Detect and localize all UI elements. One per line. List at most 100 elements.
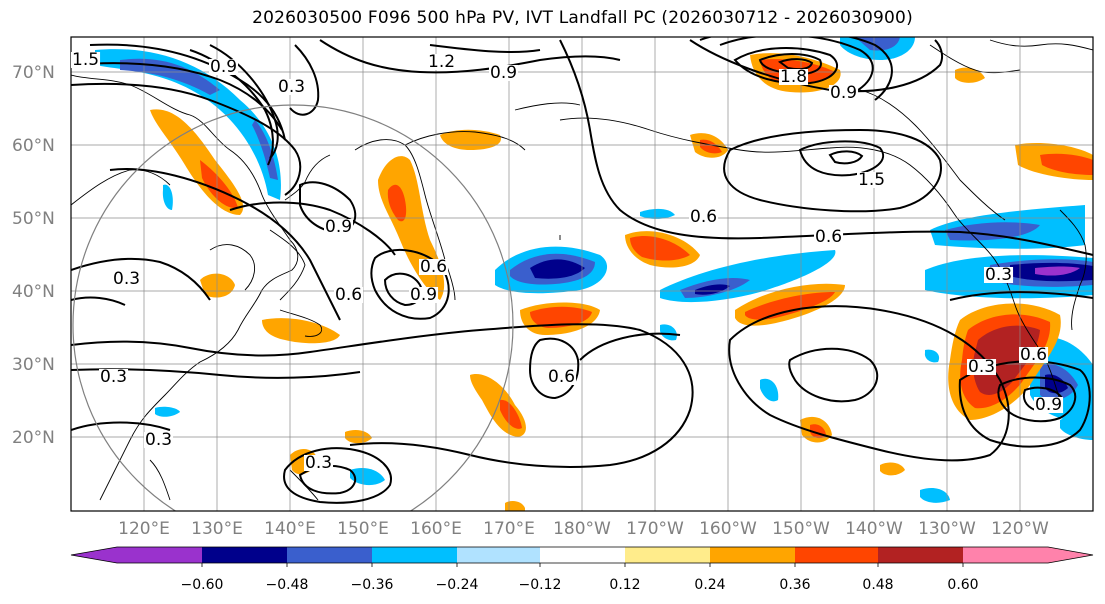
contour-label: 0.6 — [815, 227, 842, 247]
contour-label-halo — [144, 432, 174, 448]
contour-label-halo — [334, 287, 364, 303]
contour-label-halo — [409, 287, 439, 303]
lon-label: 180°W — [553, 519, 611, 539]
contour-label-halo — [829, 85, 859, 101]
lon-label: 160°E — [410, 519, 462, 539]
colorbar-segment — [372, 547, 457, 563]
colorbar-tick: −0.12 — [519, 577, 562, 593]
contour-label: 0.6 — [548, 367, 575, 387]
contour-label-halo — [71, 52, 101, 68]
distance-circle — [72, 104, 514, 511]
contour-label-halo — [814, 229, 844, 245]
contour-label: 1.8 — [780, 67, 807, 87]
positive-anomaly-shading — [150, 53, 1093, 511]
contour-label-halo — [857, 172, 887, 188]
contour-label: 0.9 — [210, 57, 237, 77]
colorbar-outline — [70, 546, 1094, 564]
contour-label: 0.9 — [1035, 395, 1062, 415]
contour-label: 0.3 — [968, 357, 995, 377]
contour-label-halo — [547, 369, 577, 385]
contour-label: 0.9 — [830, 83, 857, 103]
contour-label-halo — [304, 455, 334, 471]
contour-label: 0.3 — [278, 77, 305, 97]
latitude-labels: 70°N 60°N 50°N 40°N 30°N 20°N — [12, 63, 55, 448]
contour-label-halo — [324, 219, 354, 235]
colorbar-segment — [457, 547, 540, 563]
lon-label: 160°W — [699, 519, 757, 539]
contour-label-halo — [967, 359, 997, 375]
lat-label-30n: 30°N — [12, 355, 55, 375]
contour-label-halo — [277, 79, 307, 95]
contour-label: 0.3 — [145, 430, 172, 450]
contour-label: 0.3 — [113, 269, 140, 289]
longitude-labels: 120°E 130°E 140°E 150°E 160°E 170°E 180°… — [118, 519, 1049, 539]
contour-label: 1.2 — [428, 52, 455, 72]
colorbar-tick: 0.12 — [609, 577, 640, 593]
lon-label: 120°E — [118, 519, 170, 539]
colorbar-tick: −0.24 — [436, 577, 479, 593]
colorbar-segment — [625, 547, 710, 563]
colorbar-extend-high — [1048, 547, 1093, 563]
lon-label: 130°W — [918, 519, 976, 539]
lon-label: 140°W — [845, 519, 903, 539]
contour-label: 1.5 — [858, 170, 885, 190]
map-frame — [70, 36, 1094, 512]
contour-label-group: 1.2 0.9 0.3 1.5 0.9 0.6 0.3 0.9 0.6 0.3 … — [71, 50, 1064, 473]
contour-label: 0.6 — [335, 285, 362, 305]
contour-label: 0.9 — [325, 217, 352, 237]
contour-label-halo — [1034, 397, 1064, 413]
colorbar-tick: 0.24 — [694, 577, 725, 593]
contour-label-halo — [984, 267, 1014, 283]
coastlines — [71, 39, 1093, 501]
negative-anomaly-shading — [95, 37, 1093, 503]
contour-label-halo — [1019, 347, 1049, 363]
colorbar-segment — [795, 547, 878, 563]
colorbar-extend-low — [71, 547, 117, 563]
colorbar-segment — [202, 547, 287, 563]
graticule — [71, 37, 1093, 511]
map-title: 2026030500 F096 500 hPa PV, IVT Landfall… — [252, 8, 913, 28]
contour-label: 0.3 — [305, 453, 332, 473]
contour-label: 0.9 — [490, 63, 517, 83]
contour-label: 0.9 — [410, 285, 437, 305]
colorbar-tick: 0.36 — [779, 577, 810, 593]
contour-label-halo — [112, 271, 142, 287]
contour-label: 0.6 — [1020, 345, 1047, 365]
contour-label-halo — [99, 369, 129, 385]
colorbar-segment — [540, 547, 625, 563]
contour-label: 0.3 — [985, 265, 1012, 285]
contour-label-halo — [427, 54, 457, 70]
contour-label: 0.6 — [420, 257, 447, 277]
colorbar-tick: 0.60 — [947, 577, 978, 593]
colorbar-tick: −0.36 — [351, 577, 394, 593]
lon-label: 170°E — [483, 519, 535, 539]
colorbar-tick: −0.60 — [181, 577, 224, 593]
lon-label: 120°W — [991, 519, 1049, 539]
lon-label: 130°E — [191, 519, 243, 539]
lat-label-40n: 40°N — [12, 282, 55, 302]
lon-label: 150°E — [337, 519, 389, 539]
contour-label: 1.5 — [72, 50, 99, 70]
colorbar-segment — [878, 547, 963, 563]
contour-label-halo — [489, 65, 519, 81]
lat-label-60n: 60°N — [12, 136, 55, 156]
contour-label-halo — [419, 259, 449, 275]
colorbar-segment — [710, 547, 795, 563]
colorbar-segment — [287, 547, 372, 563]
contour-label: 0.3 — [100, 367, 127, 387]
lat-label-70n: 70°N — [12, 63, 55, 83]
colorbar-tick: 0.48 — [862, 577, 893, 593]
lon-label: 170°W — [626, 519, 684, 539]
colorbar-segment — [963, 547, 1048, 563]
colorbar-tick: −0.48 — [266, 577, 309, 593]
lat-label-20n: 20°N — [12, 428, 55, 448]
contour-label-halo — [209, 59, 239, 75]
contour-label: 0.6 — [690, 207, 717, 227]
colorbar: −0.60 −0.48 −0.36 −0.24 −0.12 0.12 0.24 … — [70, 546, 1094, 593]
lon-label: 150°W — [772, 519, 830, 539]
lon-label: 140°E — [264, 519, 316, 539]
colorbar-segment — [117, 547, 202, 563]
contour-label-halo — [689, 209, 719, 225]
lat-label-50n: 50°N — [12, 209, 55, 229]
